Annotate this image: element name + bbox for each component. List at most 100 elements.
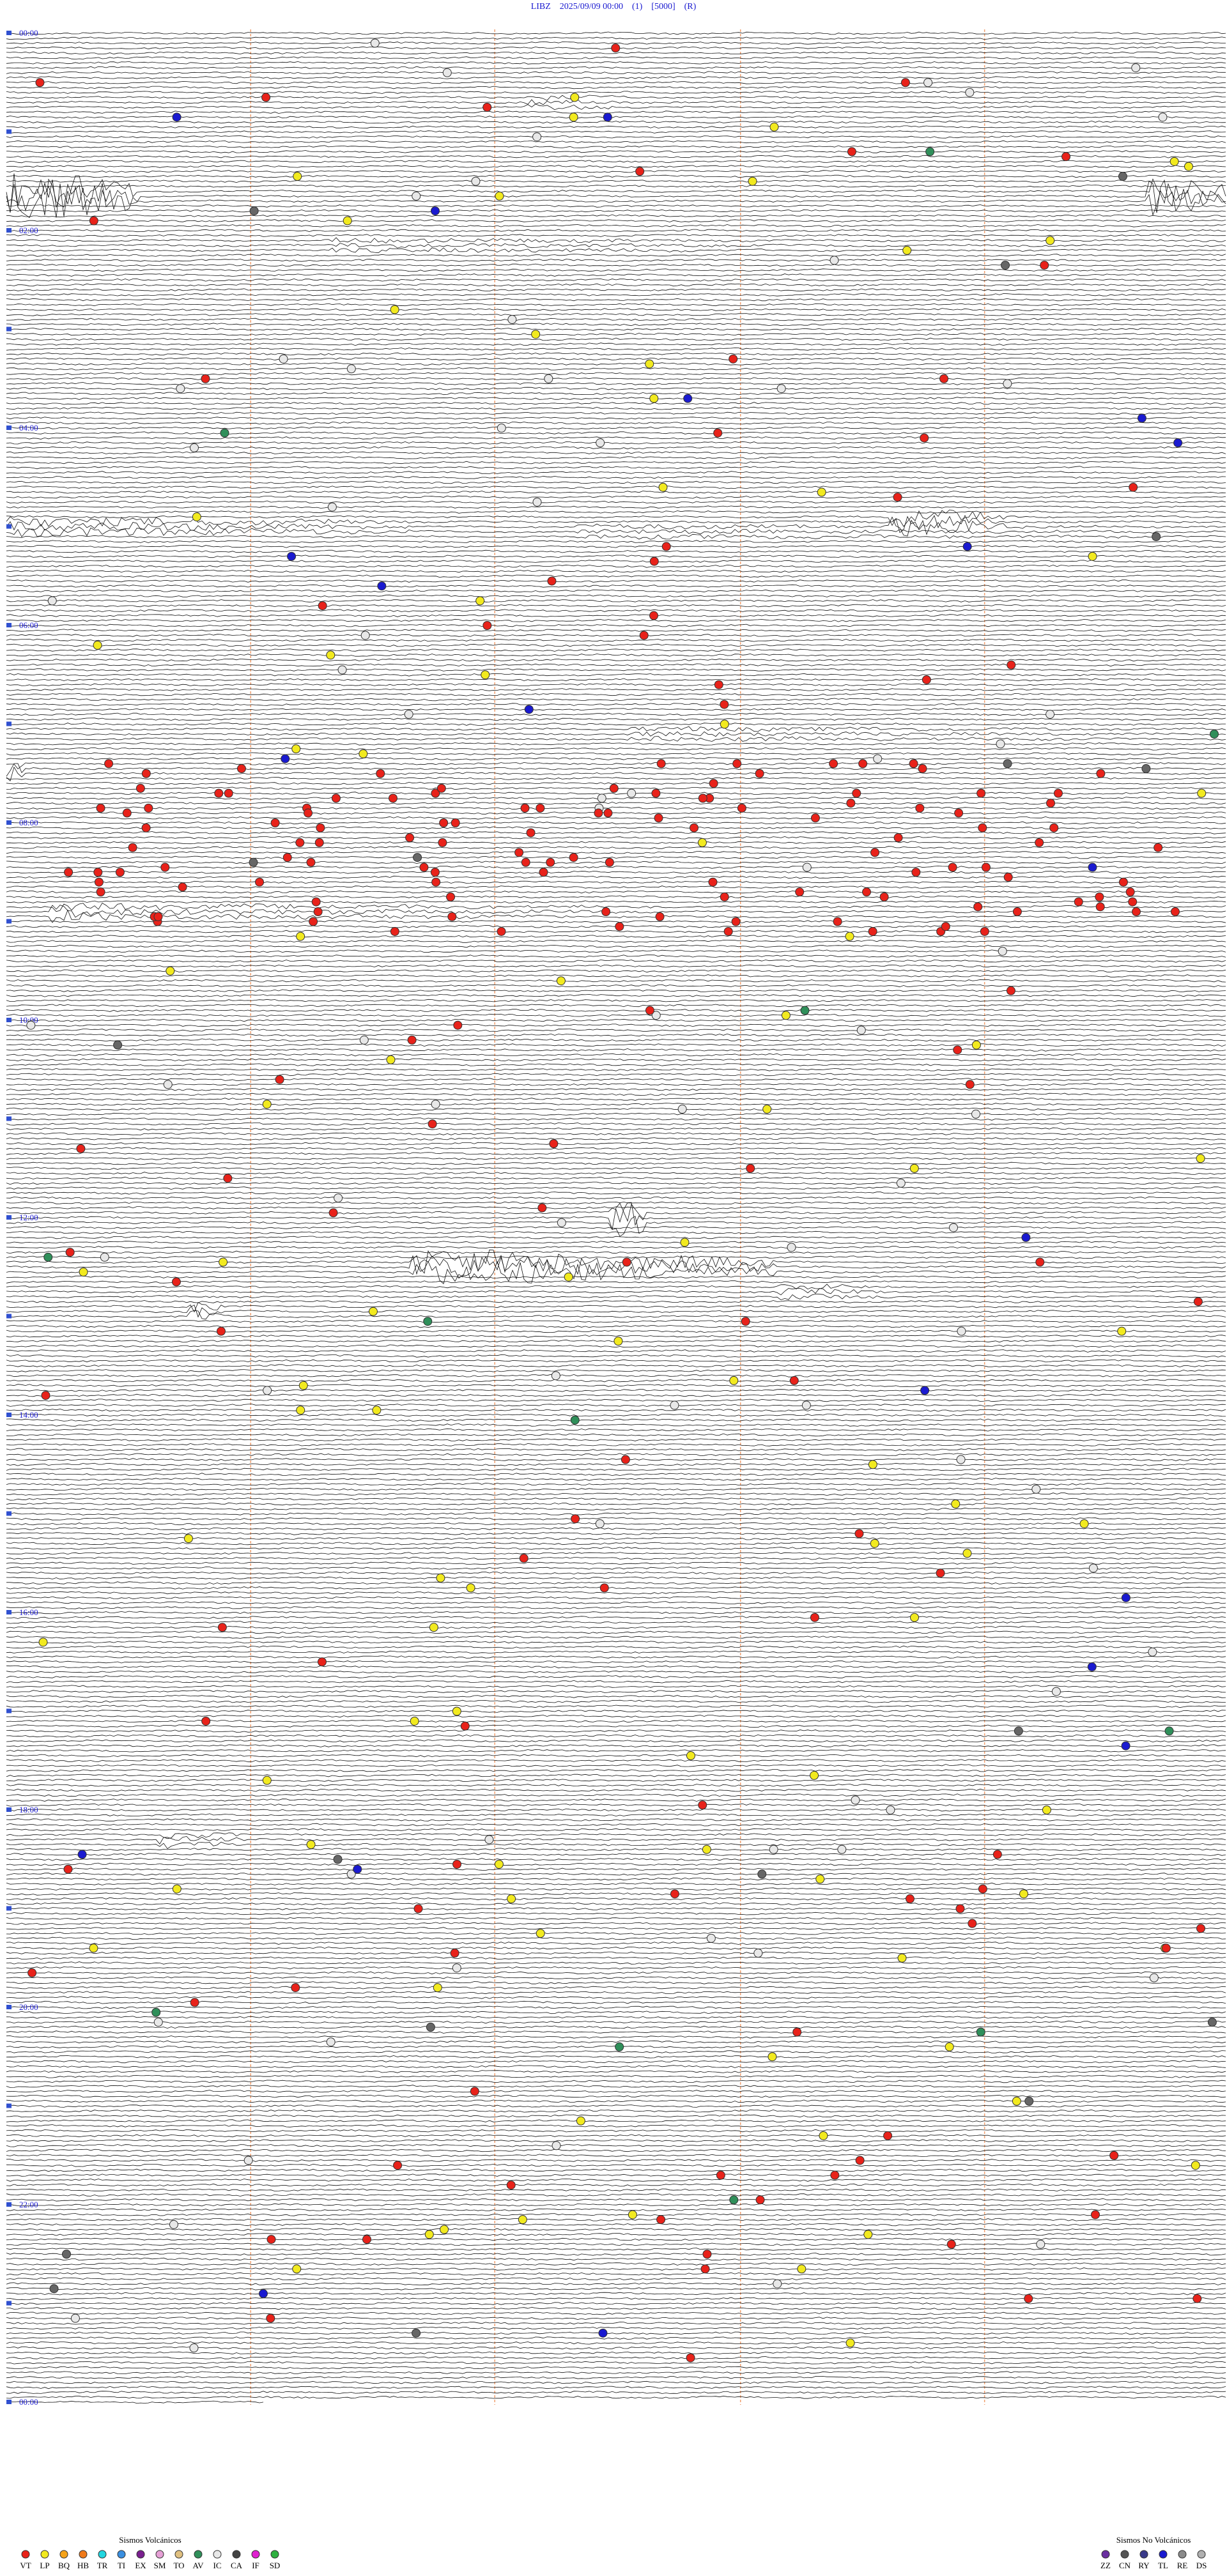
event-dot (755, 2195, 765, 2205)
event-dot (296, 931, 305, 941)
event-dot (275, 1075, 284, 1084)
trace (6, 2232, 1226, 2236)
event-dot (1118, 172, 1127, 181)
event-dot (76, 1144, 86, 1153)
trace (6, 1127, 1226, 1131)
trace (6, 2143, 1226, 2147)
event-dot (482, 621, 492, 630)
trace (6, 86, 1226, 89)
event-dot (115, 868, 125, 877)
trace (6, 905, 1226, 918)
legend-label: TO (173, 2561, 184, 2570)
event-dot (426, 2022, 435, 2032)
trace (6, 180, 1226, 183)
event-dot (70, 2313, 80, 2323)
event-dot (918, 764, 927, 774)
trace (6, 328, 1226, 331)
event-dot (551, 1371, 560, 1381)
trace (6, 1053, 1226, 1057)
trace (6, 540, 1226, 544)
event-dot (1046, 710, 1055, 719)
trace (6, 461, 1226, 464)
trace (6, 1497, 1226, 1501)
event-dot (819, 2131, 828, 2140)
event-dot (953, 1045, 962, 1055)
event-dot (326, 650, 336, 660)
trace (6, 1359, 1226, 1363)
event-dot (201, 374, 210, 383)
trace (6, 1246, 1226, 1249)
trace (6, 846, 1226, 850)
event-dot (1001, 261, 1010, 270)
event-dot (160, 862, 170, 872)
event-dot (1003, 872, 1013, 882)
trace (6, 1991, 1226, 1995)
event-dot (353, 1864, 362, 1874)
event-dot (178, 882, 187, 892)
trace (6, 1996, 1226, 1999)
trace (6, 1413, 1226, 1417)
event-dot (909, 1163, 919, 1173)
event-dot (773, 2279, 782, 2288)
event-dot (911, 868, 921, 877)
trace (6, 1942, 1226, 1945)
event-dot (1121, 1741, 1131, 1751)
legend-swatch (155, 2550, 164, 2559)
trace (6, 1670, 1226, 1674)
event-dot (261, 93, 271, 102)
event-dot (35, 78, 45, 88)
trace (6, 500, 1226, 504)
event-dot (702, 2250, 712, 2259)
event-dot (594, 808, 603, 818)
trace (6, 1156, 1226, 1160)
event-dot (266, 2313, 275, 2323)
trace (6, 313, 1226, 316)
event-dot (697, 838, 707, 847)
trace (6, 2331, 1226, 2335)
trace (6, 367, 1226, 371)
event-dot (645, 1006, 654, 1015)
trace (6, 1379, 1226, 1383)
event-dot (451, 818, 460, 827)
event-dot (883, 2131, 893, 2140)
trace (6, 1122, 1226, 1126)
event-dot (405, 833, 415, 843)
event-dot (326, 2037, 336, 2047)
time-label: 00:00 (19, 28, 38, 38)
event-dot (737, 803, 746, 813)
event-dot (708, 877, 718, 887)
event-dot (698, 793, 707, 803)
trace (6, 821, 1226, 825)
trace (6, 870, 1226, 874)
trace (6, 1078, 1226, 1082)
trace (6, 723, 1226, 726)
legend-swatch (79, 2550, 88, 2559)
trace (6, 1946, 1226, 1950)
event-dot (144, 803, 153, 813)
trace (6, 2085, 1226, 2088)
event-dot (852, 788, 861, 798)
trace (6, 1665, 1226, 1669)
trace (6, 693, 1226, 696)
trace (6, 1048, 1226, 1052)
trace (6, 372, 1226, 376)
trace (6, 1275, 1226, 1279)
event-dot (956, 1455, 966, 1464)
event-dot (407, 1035, 417, 1045)
trace (6, 2124, 1226, 2128)
event-dot (236, 764, 246, 774)
legend-swatch (251, 2550, 260, 2559)
trace (6, 717, 1226, 721)
trace (6, 2163, 1226, 2167)
event-dot (524, 705, 534, 714)
event-dot (471, 176, 481, 186)
trace (6, 1152, 1226, 1155)
event-dot (1051, 1687, 1061, 1696)
event-dot (1042, 1805, 1051, 1814)
event-dot (306, 857, 316, 867)
trace (6, 1552, 1226, 1555)
trace (6, 42, 1226, 45)
event-dot (955, 1904, 965, 1913)
trace (6, 1083, 1226, 1086)
event-dot (1152, 532, 1161, 541)
